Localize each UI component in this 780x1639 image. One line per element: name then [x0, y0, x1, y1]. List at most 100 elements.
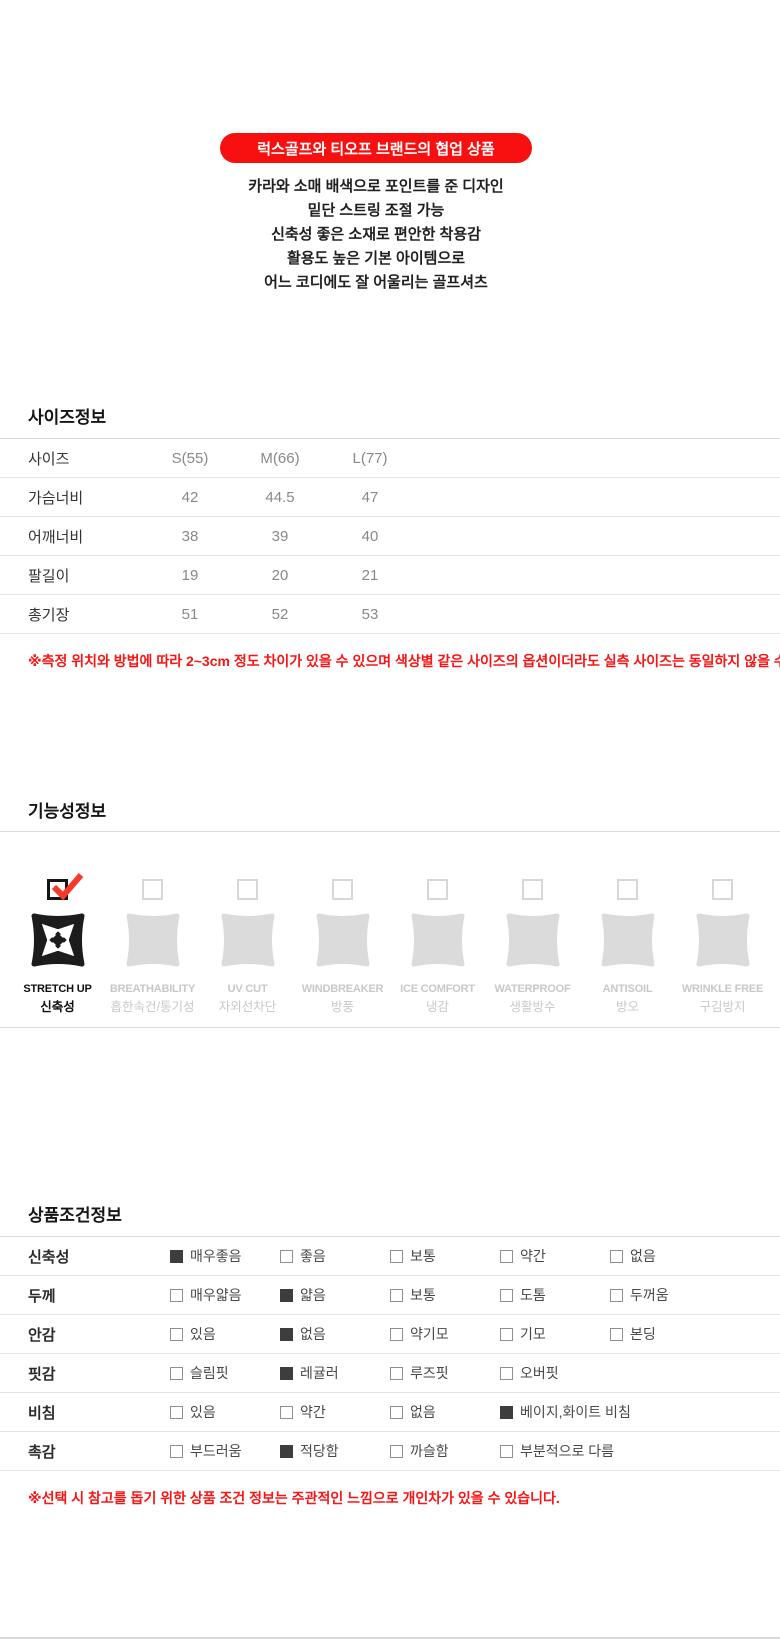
function-item-wrinklefree: WRINKLE FREE 구김방지	[675, 879, 770, 1015]
checkbox-icon	[280, 1444, 293, 1458]
function-label-kr: 방오	[615, 1000, 639, 1014]
description-line: 활용도 높은 기본 아이템으로	[286, 250, 466, 267]
option-label: 본딩	[630, 1326, 656, 1342]
condition-row: 핏감 슬림핏 레귤러 루즈핏 오버핏	[0, 1354, 780, 1393]
condition-option: 레귤러	[280, 1363, 390, 1383]
size-value: 19	[181, 566, 199, 584]
condition-option: 약기모	[390, 1324, 500, 1344]
empty-checkbox-icon	[427, 879, 448, 900]
option-label: 없음	[300, 1326, 326, 1342]
option-label: 적당함	[300, 1443, 339, 1459]
checkbox-icon	[280, 1327, 293, 1341]
size-value: 21	[361, 566, 379, 584]
condition-table: 신축성 매우좋음 좋음 보통 약간 없음 두께 매우얇음 얇음 보통 도톰 두꺼…	[0, 1236, 780, 1471]
function-label-en: WRINKLE FREE	[681, 983, 764, 995]
function-label-en: ANTISOIL	[602, 983, 653, 995]
condition-option: 루즈핏	[390, 1363, 500, 1383]
condition-option: 슬림핏	[170, 1363, 280, 1383]
checkbox-icon	[170, 1366, 183, 1380]
condition-option: 까슬함	[390, 1441, 500, 1461]
condition-row: 비침 있음 약간 없음 베이지,화이트 비침	[0, 1393, 780, 1432]
checkbox-icon	[170, 1444, 183, 1458]
description-line: 신축성 좋은 소재로 편안한 착용감	[271, 226, 481, 243]
collab-badge-label: 럭스골프와 티오프 브랜드의 협업 상품	[257, 140, 495, 158]
condition-note: ※선택 시 참고를 돕기 위한 상품 조건 정보는 주관적인 느낌으로 개인차가…	[28, 1490, 560, 1506]
condition-option: 적당함	[280, 1441, 390, 1461]
checked-checkbox-icon	[47, 873, 84, 901]
function-item-uvcut: UV CUT 자외선차단	[200, 879, 295, 1015]
checkbox-icon	[500, 1288, 513, 1302]
size-note: ※측정 위치와 방법에 따라 2~3cm 정도 차이가 있을 수 있으며 색상별…	[28, 653, 780, 669]
product-description: 카라와 소매 배색으로 포인트를 준 디자인 밑단 스트링 조절 가능 신축성 …	[0, 175, 752, 295]
size-value: 53	[361, 605, 379, 623]
checkbox-icon	[390, 1327, 403, 1341]
function-item-windbreaker: WINDBREAKER 방풍	[295, 879, 390, 1015]
option-label: 베이지,화이트 비침	[520, 1404, 631, 1420]
size-value: L(77)	[352, 449, 388, 467]
condition-info-title: 상품조건정보	[28, 1206, 122, 1225]
condition-option: 도톰	[500, 1285, 610, 1305]
option-label: 오버핏	[520, 1365, 559, 1381]
option-label: 슬림핏	[190, 1365, 229, 1381]
condition-option: 두꺼움	[610, 1285, 669, 1305]
function-info-section: 기능성정보	[0, 802, 780, 1028]
function-label-en: WINDBREAKER	[301, 983, 384, 995]
function-label-kr: 방풍	[330, 1000, 354, 1014]
condition-option: 기모	[500, 1324, 610, 1344]
condition-label: 비침	[28, 1404, 56, 1422]
function-label-kr: 자외선차단	[218, 1000, 277, 1014]
option-label: 기모	[520, 1326, 546, 1342]
option-label: 부분적으로 다름	[520, 1443, 615, 1459]
checkbox-icon	[280, 1288, 293, 1302]
size-value: 52	[271, 605, 289, 623]
option-label: 두꺼움	[630, 1287, 669, 1303]
size-value: 51	[181, 605, 199, 623]
condition-option: 있음	[170, 1402, 280, 1422]
function-item-breathability: BREATHABILITY 흡한속건/통기성	[105, 879, 200, 1015]
condition-row: 촉감 부드러움 적당함 까슬함 부분적으로 다름	[0, 1432, 780, 1471]
condition-option: 오버핏	[500, 1363, 559, 1383]
checkbox-icon	[610, 1249, 623, 1263]
function-label-kr: 냉감	[425, 1000, 449, 1014]
condition-option: 매우좋음	[170, 1246, 280, 1266]
size-value: 40	[361, 527, 379, 545]
function-label-kr: 흡한속건/통기성	[110, 1000, 195, 1014]
condition-option: 부분적으로 다름	[500, 1441, 614, 1461]
function-label-en: UV CUT	[227, 983, 268, 995]
function-label-en: ICE COMFORT	[400, 983, 475, 995]
condition-row: 안감 있음 없음 약기모 기모 본딩	[0, 1315, 780, 1354]
size-table-row: 사이즈 S(55) M(66) L(77)	[0, 439, 780, 478]
fabric-square-icon	[501, 908, 565, 972]
condition-label: 두께	[28, 1287, 56, 1305]
fabric-square-icon	[121, 908, 185, 972]
option-label: 약기모	[410, 1326, 449, 1342]
size-row-label: 팔길이	[28, 567, 70, 585]
product-highlights: 럭스골프와 티오프 브랜드의 협업 상품 카라와 소매 배색으로 포인트를 준 …	[0, 0, 752, 295]
checkbox-icon	[170, 1327, 183, 1341]
size-row-label: 어깨너비	[28, 528, 84, 546]
size-value: 44.5	[265, 488, 295, 506]
size-row-label: 총기장	[28, 606, 70, 624]
checkbox-icon	[170, 1288, 183, 1302]
empty-checkbox-icon	[237, 879, 258, 900]
option-label: 매우얇음	[190, 1287, 242, 1303]
function-item-waterproof: WATERPROOF 생활방수	[485, 879, 580, 1015]
option-label: 도톰	[520, 1287, 546, 1303]
size-table-row: 총기장 51 52 53	[0, 595, 780, 634]
option-label: 루즈핏	[410, 1365, 449, 1381]
option-label: 약간	[300, 1404, 326, 1420]
size-value: 38	[181, 527, 199, 545]
checkbox-icon	[280, 1249, 293, 1263]
condition-option: 약간	[500, 1246, 610, 1266]
condition-option: 보통	[390, 1246, 500, 1266]
condition-row: 신축성 매우좋음 좋음 보통 약간 없음	[0, 1237, 780, 1276]
function-label-en: BREATHABILITY	[109, 983, 196, 995]
condition-label: 촉감	[28, 1443, 56, 1461]
size-value: 39	[271, 527, 289, 545]
condition-option: 얇음	[280, 1285, 390, 1305]
checkbox-icon	[500, 1327, 513, 1341]
fabric-square-icon	[596, 908, 660, 972]
size-table: 사이즈 S(55) M(66) L(77) 가슴너비 42 44.5 47 어깨…	[0, 438, 780, 634]
condition-option: 있음	[170, 1324, 280, 1344]
